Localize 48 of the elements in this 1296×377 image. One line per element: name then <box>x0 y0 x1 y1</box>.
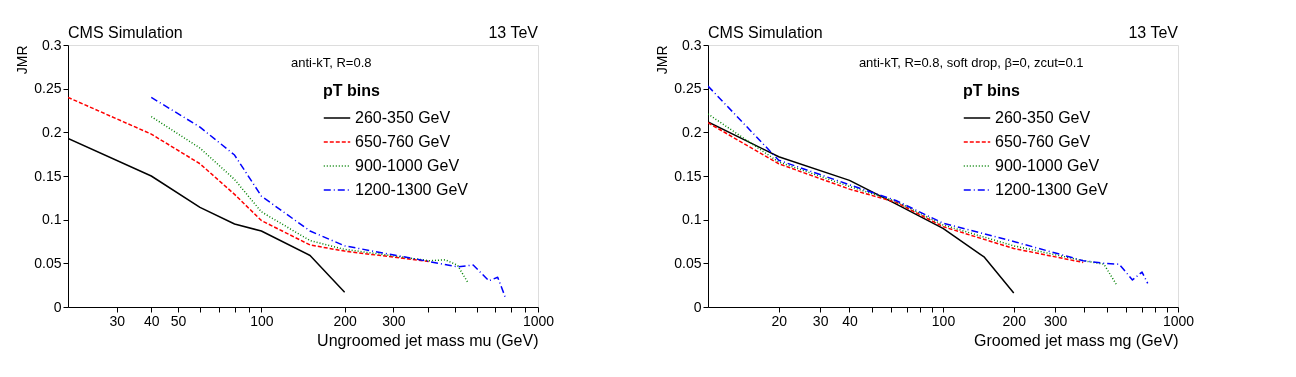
legend-label: 1200-1300 GeV <box>995 181 1109 198</box>
text: 13 TeV <box>1128 24 1179 41</box>
x-axis-title: Ungroomed jet mass mu (GeV) <box>317 331 539 349</box>
x-tick-label: 40 <box>842 312 858 329</box>
y-tick-label: 0.3 <box>42 36 62 53</box>
y-tick-label: 0 <box>53 298 62 315</box>
legend-label: 650-760 GeV <box>355 133 451 150</box>
x-axis-title: Groomed jet mass mg (GeV) <box>974 331 1179 349</box>
y-tick-label: 0.1 <box>682 211 702 228</box>
y-tick-label: 0.25 <box>34 80 62 97</box>
x-tick-label: 300 <box>382 312 406 329</box>
x-tick-label: 50 <box>170 312 187 329</box>
legend-title: pT bins <box>323 82 380 99</box>
text: 13 TeV <box>488 24 539 41</box>
x-tick-label: 200 <box>333 312 358 329</box>
legend-label: 260-350 GeV <box>355 109 451 126</box>
legend-label: 900-1000 GeV <box>355 157 460 174</box>
x-tick-label: 1000 <box>1162 312 1195 329</box>
y-axis-title: JMR <box>654 45 671 75</box>
x-tick-label: 100 <box>250 312 274 329</box>
x-tick-label: 30 <box>109 312 126 329</box>
x-tick-label: 300 <box>1043 312 1068 329</box>
y-tick-label: 0.2 <box>682 123 702 140</box>
annotation: anti-kT, R=0.8, soft drop, β=0, zcut=0.1 <box>858 55 1084 70</box>
y-tick-label: 0.05 <box>674 254 702 271</box>
y-tick-label: 0.3 <box>682 36 702 53</box>
x-tick-label: 40 <box>143 312 160 329</box>
y-tick-label: 0.1 <box>42 211 62 228</box>
y-tick-label: 0.15 <box>34 167 62 184</box>
legend-title: pT bins <box>963 82 1020 99</box>
x-tick-label: 20 <box>771 312 788 329</box>
x-tick-label: 100 <box>931 312 956 329</box>
chart-title: CMS Simulation <box>708 24 823 41</box>
y-tick-label: 0.25 <box>674 80 702 97</box>
y-tick-label: 0.15 <box>674 167 702 184</box>
legend-label: 900-1000 GeV <box>995 157 1100 174</box>
annotation: anti-kT, R=0.8 <box>290 55 372 70</box>
legend-label: 650-760 GeV <box>995 133 1091 150</box>
y-tick-label: 0.05 <box>34 254 62 271</box>
y-tick-label: 0.2 <box>42 123 62 140</box>
x-tick-label: 200 <box>1002 312 1027 329</box>
x-tick-label: 30 <box>812 312 829 329</box>
legend-label: 260-350 GeV <box>995 109 1091 126</box>
y-axis-title: JMR <box>14 45 31 75</box>
chart-title: CMS Simulation <box>68 24 183 41</box>
legend-label: 1200-1300 GeV <box>355 181 469 198</box>
y-tick-label: 0 <box>693 298 702 315</box>
x-tick-label: 1000 <box>522 312 555 329</box>
